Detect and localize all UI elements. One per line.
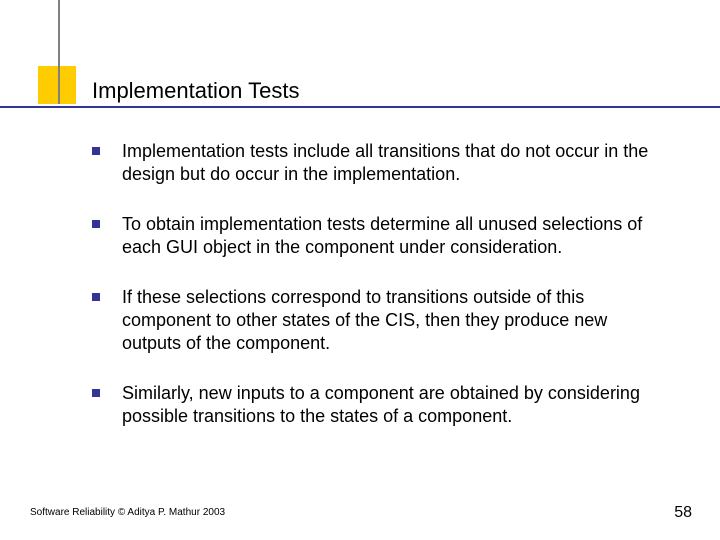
slide-title: Implementation Tests [92, 78, 299, 104]
square-bullet-icon [92, 147, 100, 155]
bullet-text: Similarly, new inputs to a component are… [122, 382, 662, 429]
vertical-rule [58, 0, 60, 104]
footer-text: Software Reliability © Aditya P. Mathur … [30, 507, 225, 518]
bullet-text: To obtain implementation tests determine… [122, 213, 662, 260]
horizontal-rule [0, 106, 720, 108]
slide-body: Implementation tests include all transit… [92, 140, 662, 455]
square-bullet-icon [92, 293, 100, 301]
square-bullet-icon [92, 220, 100, 228]
bullet-item: To obtain implementation tests determine… [92, 213, 662, 260]
square-bullet-icon [92, 389, 100, 397]
bullet-item: Similarly, new inputs to a component are… [92, 382, 662, 429]
slide: Implementation Tests Implementation test… [0, 0, 720, 540]
page-number: 58 [674, 504, 692, 522]
bullet-item: Implementation tests include all transit… [92, 140, 662, 187]
bullet-text: Implementation tests include all transit… [122, 140, 662, 187]
title-accent-square [38, 66, 76, 104]
bullet-text: If these selections correspond to transi… [122, 286, 662, 356]
bullet-item: If these selections correspond to transi… [92, 286, 662, 356]
